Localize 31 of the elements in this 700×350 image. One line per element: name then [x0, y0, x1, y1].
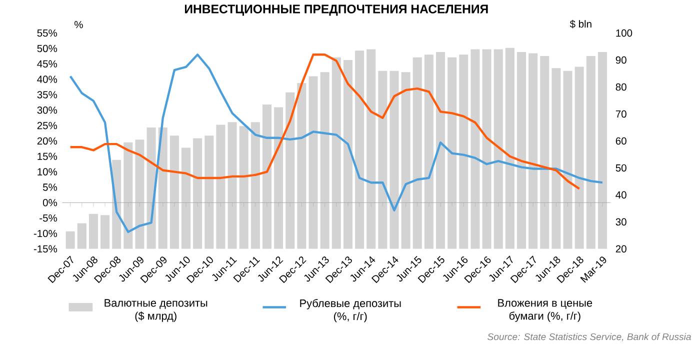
y2-tick-label: 70 — [616, 110, 626, 118]
y-tick-label: 40% — [37, 76, 58, 83]
y-tick-label: 35% — [37, 91, 58, 98]
y-tick-label: 50% — [37, 44, 58, 52]
y-tick-label: 55% — [37, 29, 58, 37]
source-note: Source: State Statistics Service, Bank of Russia — [488, 333, 691, 342]
y-tick-label: 10% — [38, 168, 58, 176]
chart-title: ИНВЕСТЦИОННЫЕ ПРЕДПОЧТЕНИЯ НАСЕЛЕНИЯ — [184, 4, 488, 16]
y2-tick-label: 80 — [616, 83, 626, 91]
y2-tick-label: 50 — [616, 164, 626, 172]
y-tick-label: 15% — [38, 152, 58, 160]
y-tick-label: 45% — [37, 60, 58, 68]
y-tick-label: -10% — [34, 230, 58, 238]
y2-tick-label: 100 — [616, 29, 632, 37]
y-tick-label: -15% — [34, 245, 58, 253]
y-tick-label: 5% — [42, 184, 58, 191]
y-tick-label: 20% — [37, 137, 58, 145]
y-tick-label: 0% — [42, 199, 58, 206]
legend-label: Валютные депозиты ($ млрд) — [104, 299, 208, 322]
y-axis-title: % — [74, 21, 83, 28]
y2-tick-label: 30 — [616, 218, 626, 226]
y2-axis-title: $ bln — [570, 20, 592, 28]
y2-tick-label: 60 — [616, 137, 626, 145]
y2-tick-label: 90 — [616, 56, 626, 64]
y-tick-label: 30% — [37, 106, 58, 114]
y-tick-label: -5% — [40, 214, 58, 222]
y2-tick-label: 20 — [616, 245, 626, 253]
y-tick-label: 25% — [37, 122, 58, 130]
y2-tick-label: 40 — [616, 191, 626, 199]
legend-label: Рублевые депозиты (%, г/г) — [300, 299, 401, 322]
legend-label: Вложения в ценые бумаги (%, г/г) — [498, 299, 592, 322]
